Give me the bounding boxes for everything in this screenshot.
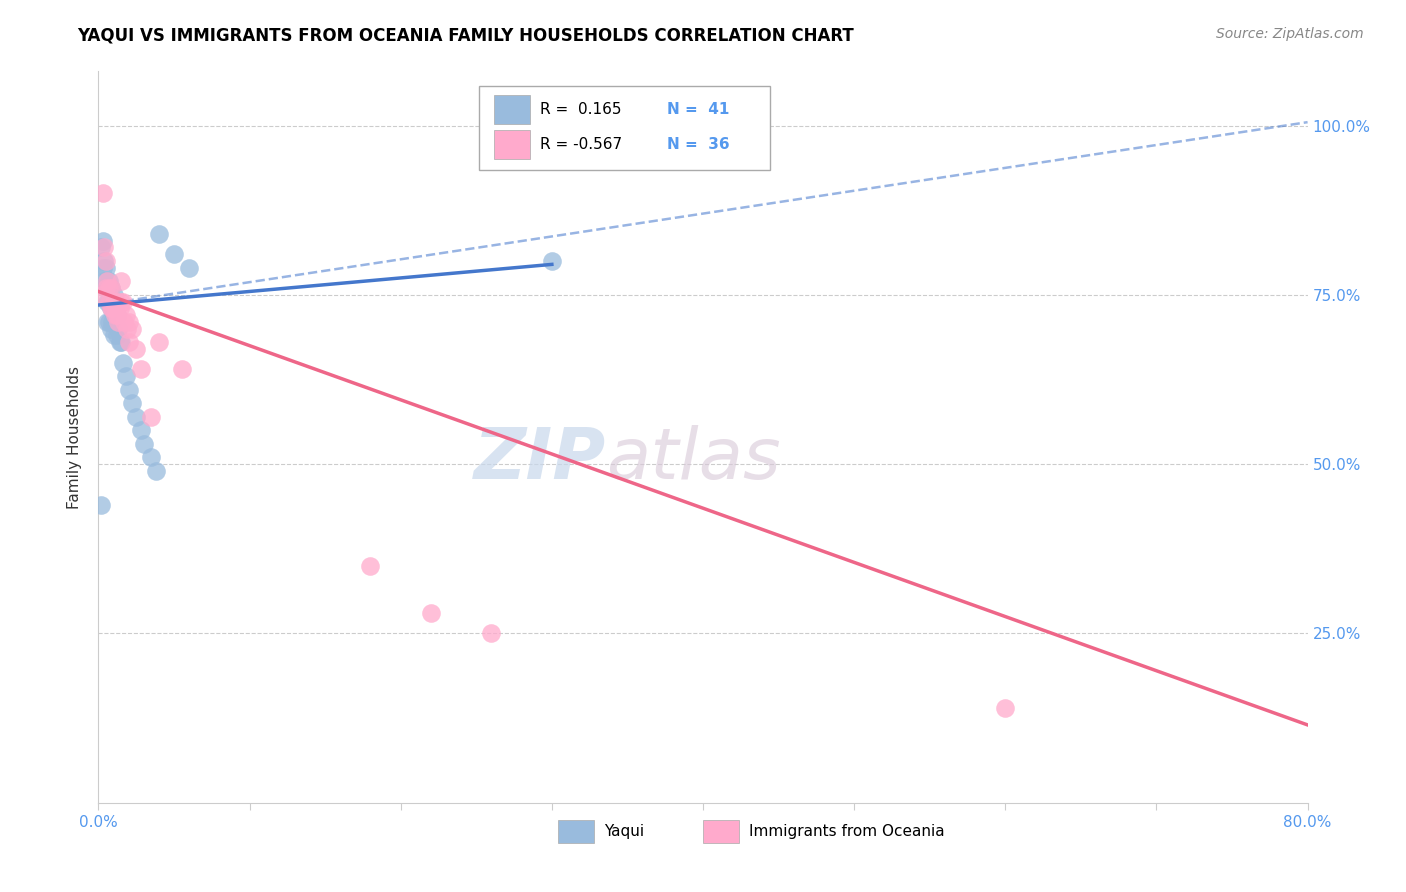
- Point: [94, 260, 117, 275]
- Point: [104, 308, 127, 322]
- Point: [107, 315, 129, 329]
- Point: [93, 240, 115, 254]
- Text: R =  0.165: R = 0.165: [540, 102, 621, 117]
- Point: [103, 308, 125, 322]
- Text: R = -0.567: R = -0.567: [540, 137, 621, 152]
- Point: [100, 301, 122, 316]
- Point: [101, 294, 124, 309]
- Point: [105, 328, 128, 343]
- Point: [103, 294, 125, 309]
- Point: [91, 234, 114, 248]
- Text: Source: ZipAtlas.com: Source: ZipAtlas.com: [1216, 27, 1364, 41]
- Point: [105, 294, 128, 309]
- Point: [108, 301, 131, 316]
- Point: [93, 274, 115, 288]
- Point: [110, 274, 132, 288]
- Point: [98, 281, 121, 295]
- Point: [118, 335, 141, 350]
- Point: [111, 294, 134, 309]
- Point: [132, 437, 155, 451]
- Text: ZIP: ZIP: [474, 425, 606, 493]
- Point: [105, 308, 128, 322]
- Point: [141, 450, 163, 465]
- Point: [129, 423, 152, 437]
- Point: [108, 335, 131, 350]
- Text: Immigrants from Oceania: Immigrants from Oceania: [749, 824, 945, 838]
- Text: N =  36: N = 36: [666, 137, 730, 152]
- Point: [96, 315, 118, 329]
- Point: [104, 301, 127, 316]
- Text: YAQUI VS IMMIGRANTS FROM OCEANIA FAMILY HOUSEHOLDS CORRELATION CHART: YAQUI VS IMMIGRANTS FROM OCEANIA FAMILY …: [77, 27, 853, 45]
- Point: [163, 247, 186, 261]
- Point: [994, 701, 1017, 715]
- Text: N =  41: N = 41: [666, 102, 730, 117]
- Point: [114, 308, 136, 322]
- Point: [420, 606, 443, 620]
- Point: [105, 308, 128, 322]
- Point: [100, 322, 122, 336]
- Bar: [558, 820, 595, 843]
- Point: [98, 294, 121, 309]
- Point: [360, 558, 382, 573]
- Point: [90, 498, 112, 512]
- Point: [115, 322, 138, 336]
- Point: [94, 254, 117, 268]
- FancyBboxPatch shape: [479, 86, 769, 170]
- Point: [481, 626, 503, 640]
- Point: [111, 355, 134, 369]
- Point: [93, 254, 115, 268]
- Point: [110, 335, 132, 350]
- Point: [96, 274, 118, 288]
- Point: [129, 362, 152, 376]
- Point: [114, 369, 136, 384]
- Point: [145, 464, 167, 478]
- Bar: [494, 95, 530, 124]
- Point: [110, 294, 132, 309]
- Point: [141, 409, 163, 424]
- Point: [103, 288, 125, 302]
- Point: [90, 288, 112, 302]
- Point: [94, 281, 117, 295]
- Point: [90, 240, 112, 254]
- Point: [121, 322, 143, 336]
- Point: [121, 396, 143, 410]
- Point: [96, 274, 118, 288]
- Bar: [703, 820, 740, 843]
- Point: [100, 301, 122, 316]
- Point: [103, 294, 125, 309]
- Text: atlas: atlas: [606, 425, 780, 493]
- Point: [118, 315, 141, 329]
- Point: [103, 328, 125, 343]
- Point: [112, 315, 135, 329]
- Point: [170, 362, 193, 376]
- Point: [91, 260, 114, 275]
- Point: [96, 294, 118, 309]
- Point: [125, 409, 148, 424]
- Point: [179, 260, 201, 275]
- Y-axis label: Family Households: Family Households: [67, 366, 83, 508]
- Point: [148, 227, 170, 241]
- Point: [540, 254, 562, 268]
- Point: [101, 301, 124, 316]
- Point: [100, 281, 122, 295]
- Point: [101, 315, 124, 329]
- Point: [125, 342, 148, 356]
- Text: Yaqui: Yaqui: [603, 824, 644, 838]
- Point: [107, 322, 129, 336]
- Point: [98, 315, 121, 329]
- Point: [98, 274, 121, 288]
- Point: [148, 335, 170, 350]
- Bar: [494, 130, 530, 159]
- Point: [91, 186, 114, 201]
- Point: [98, 294, 121, 309]
- Point: [94, 281, 117, 295]
- Point: [118, 383, 141, 397]
- Point: [100, 281, 122, 295]
